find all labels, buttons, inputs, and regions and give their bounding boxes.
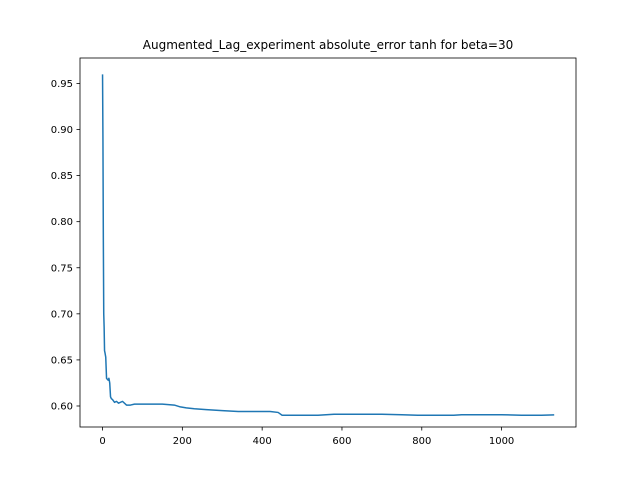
y-axis: 0.60 0.65 0.70 0.75 0.80 0.85 0.90 0.95 — [51, 79, 80, 412]
y-tick-label: 0.85 — [51, 171, 73, 182]
y-tick-label: 0.90 — [51, 125, 73, 136]
axes-frame — [79, 57, 577, 428]
x-tick-label: 1000 — [489, 436, 514, 447]
y-tick-label: 0.95 — [51, 79, 73, 90]
y-tick-label: 0.60 — [51, 401, 73, 412]
y-tick-label: 0.70 — [51, 309, 73, 320]
x-axis: 0 200 400 600 800 1000 — [99, 427, 514, 447]
x-tick-label: 600 — [332, 436, 351, 447]
x-tick-label: 800 — [412, 436, 431, 447]
series-line — [101, 74, 555, 416]
plot-area — [101, 74, 555, 416]
x-tick-label: 0 — [99, 436, 105, 447]
y-tick-label: 0.65 — [51, 355, 73, 366]
y-tick-label: 0.75 — [51, 263, 73, 274]
y-tick-label: 0.80 — [51, 217, 73, 228]
x-tick-label: 200 — [173, 436, 192, 447]
x-tick-label: 400 — [253, 436, 272, 447]
chart-title: Augmented_Lag_experiment absolute_error … — [143, 38, 513, 52]
